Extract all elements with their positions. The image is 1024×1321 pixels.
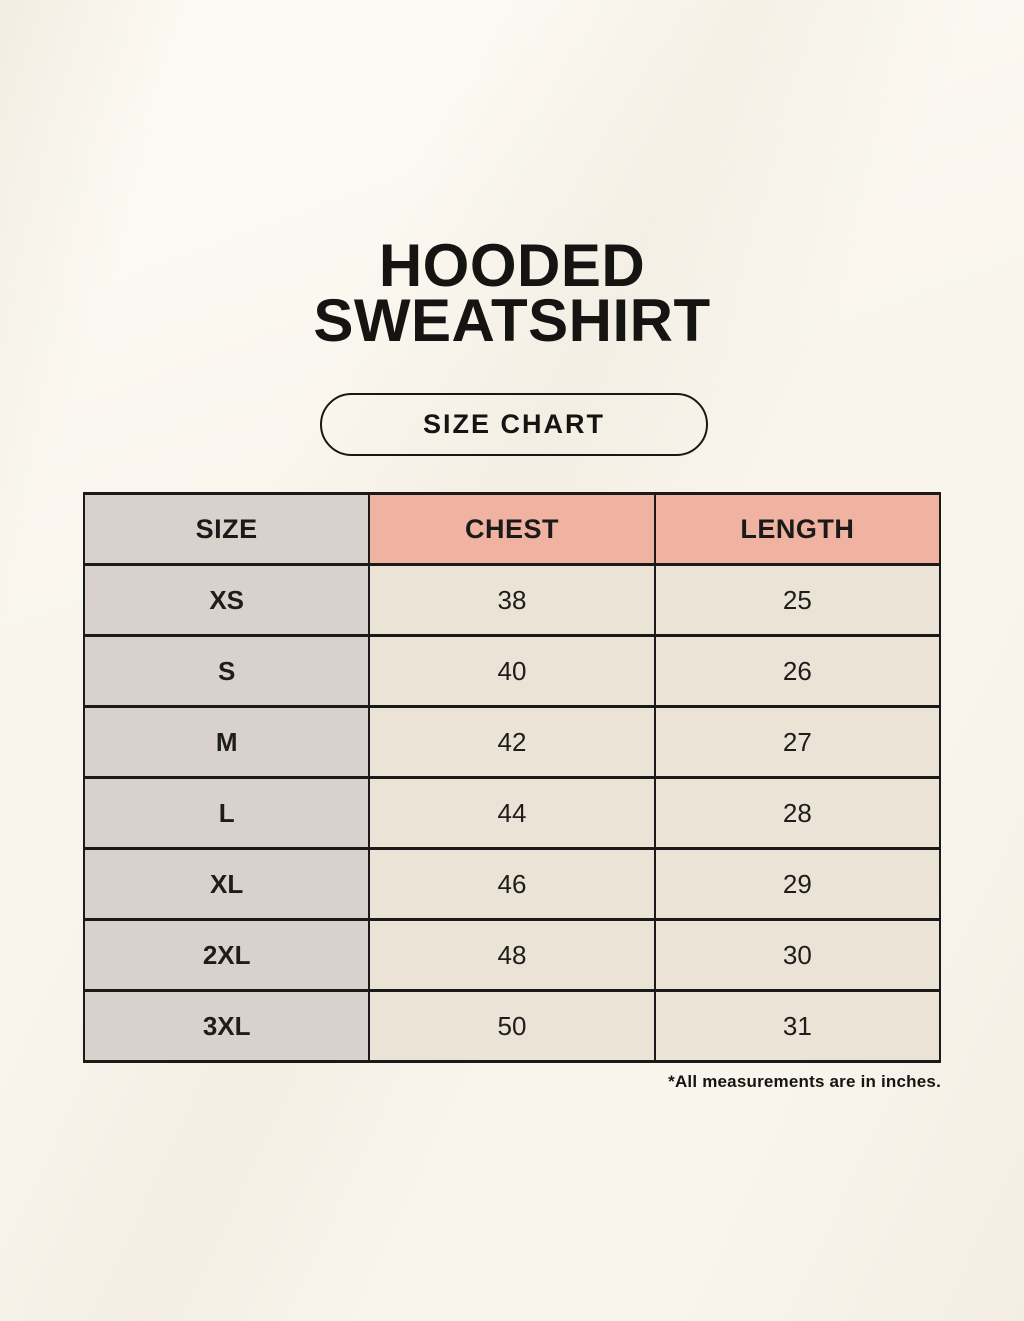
- table-row-3xl: 3XL 50 31: [82, 989, 942, 1063]
- length-value: 29: [653, 847, 942, 921]
- size-label: 2XL: [82, 918, 371, 992]
- size-label: M: [82, 705, 371, 779]
- size-chart-table: SIZE CHEST LENGTH XS 38 25 S 40 26 M 42 …: [82, 492, 942, 1063]
- table-row-s: S 40 26: [82, 634, 942, 708]
- size-chart-button-label: SIZE CHART: [423, 409, 605, 439]
- chest-value: 50: [368, 989, 656, 1063]
- page-title-line2: SWEATSHIRT: [313, 287, 711, 354]
- page-title: HOODED SWEATSHIRT: [0, 232, 1024, 354]
- measurements-note: *All measurements are in inches.: [668, 1072, 941, 1091]
- column-header-chest: CHEST: [368, 492, 656, 566]
- table-header-row: SIZE CHEST LENGTH: [82, 492, 942, 566]
- column-header-length: LENGTH: [653, 492, 942, 566]
- size-label: XS: [82, 563, 371, 637]
- chest-value: 38: [368, 563, 656, 637]
- length-value: 25: [653, 563, 942, 637]
- table-row-xl: XL 46 29: [82, 847, 942, 921]
- length-value: 27: [653, 705, 942, 779]
- size-label: 3XL: [82, 989, 371, 1063]
- column-header-size: SIZE: [82, 492, 371, 566]
- table-row-2xl: 2XL 48 30: [82, 918, 942, 992]
- length-value: 28: [653, 776, 942, 850]
- chest-value: 48: [368, 918, 656, 992]
- length-value: 31: [653, 989, 942, 1063]
- chest-value: 40: [368, 634, 656, 708]
- size-chart-button[interactable]: SIZE CHART: [320, 393, 708, 456]
- chest-value: 46: [368, 847, 656, 921]
- size-label: L: [82, 776, 371, 850]
- table-row-xs: XS 38 25: [82, 563, 942, 637]
- size-label: S: [82, 634, 371, 708]
- chest-value: 44: [368, 776, 656, 850]
- size-label: XL: [82, 847, 371, 921]
- table-row-l: L 44 28: [82, 776, 942, 850]
- table-row-m: M 42 27: [82, 705, 942, 779]
- length-value: 30: [653, 918, 942, 992]
- page-title-line1: HOODED: [378, 232, 646, 299]
- length-value: 26: [653, 634, 942, 708]
- chest-value: 42: [368, 705, 656, 779]
